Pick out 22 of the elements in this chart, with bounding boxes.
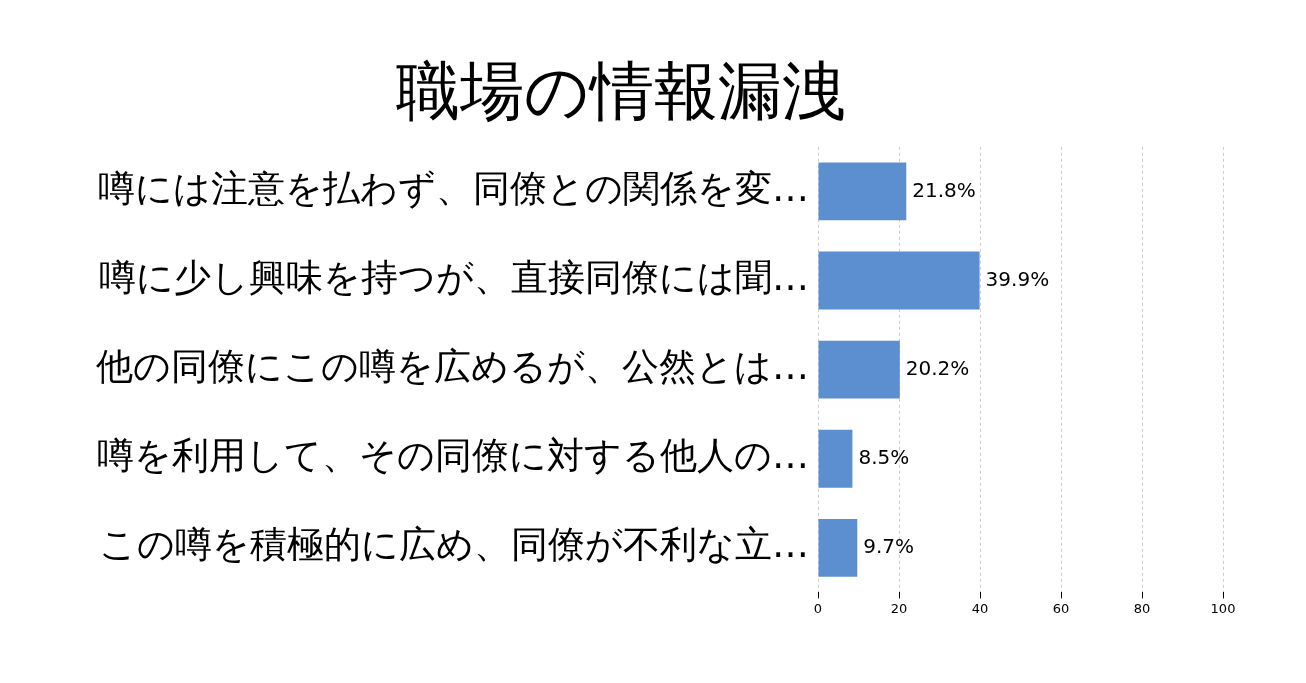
x-tick-label: 0 (813, 600, 823, 616)
bar (818, 340, 900, 399)
bar (818, 429, 853, 488)
y-tick-label: 噂には注意を払わず、同僚との関係を変… (98, 166, 809, 210)
y-tick-label: 噂に少し興味を持つが、直接同僚には聞… (99, 256, 809, 300)
x-tick-label: 60 (1052, 600, 1070, 616)
data-label: 39.9% (985, 266, 1050, 291)
data-label: 21.8% (912, 177, 976, 202)
bar (818, 518, 858, 577)
y-tick-label: この噂を積極的に広め、同僚が不利な立… (99, 523, 809, 567)
y-tick-label: 他の同僚にこの噂を広めるが、公然とは… (96, 345, 809, 389)
x-tick-label: 100 (1210, 600, 1236, 616)
y-tick-label: 噂を利用して、その同僚に対する他人の… (97, 434, 809, 478)
data-label: 8.5% (858, 444, 910, 469)
x-tick-label: 20 (890, 600, 908, 616)
data-label: 20.2% (905, 355, 970, 380)
x-tick-label: 40 (971, 600, 989, 616)
bar (818, 162, 907, 221)
x-tick-label: 80 (1133, 600, 1151, 616)
data-label: 9.7% (863, 534, 915, 559)
bar (818, 251, 980, 310)
chart-title: 職場の情報漏洩 (395, 54, 846, 129)
